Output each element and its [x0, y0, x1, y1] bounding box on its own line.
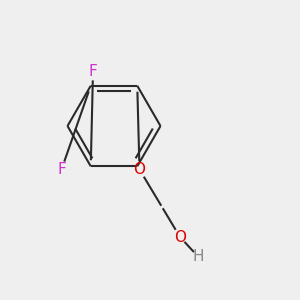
Text: O: O	[134, 162, 146, 177]
Text: H: H	[192, 249, 204, 264]
Text: O: O	[174, 230, 186, 244]
Text: F: F	[57, 162, 66, 177]
Text: F: F	[88, 64, 98, 80]
